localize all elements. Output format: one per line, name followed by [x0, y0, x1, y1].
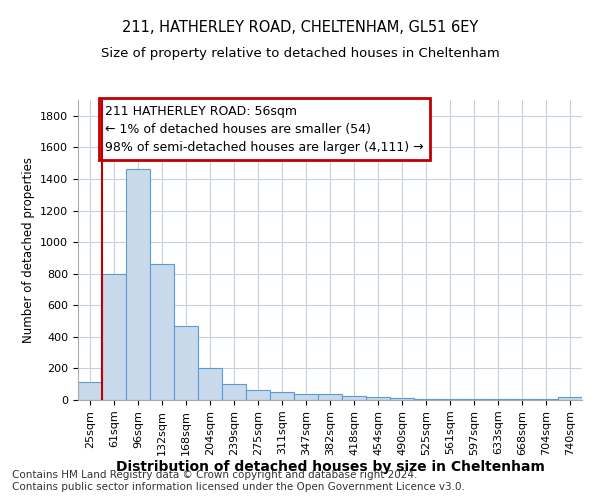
Bar	[294, 394, 318, 400]
Bar	[558, 397, 582, 400]
Bar	[414, 399, 438, 400]
Bar	[126, 170, 150, 400]
Text: Contains public sector information licensed under the Open Government Licence v3: Contains public sector information licen…	[12, 482, 465, 492]
Text: 211 HATHERLEY ROAD: 56sqm
← 1% of detached houses are smaller (54)
98% of semi-d: 211 HATHERLEY ROAD: 56sqm ← 1% of detach…	[105, 104, 424, 154]
Bar	[438, 399, 462, 400]
Bar	[270, 392, 294, 400]
Bar	[486, 399, 510, 400]
Bar	[174, 326, 198, 400]
Bar	[102, 274, 126, 400]
Y-axis label: Number of detached properties: Number of detached properties	[22, 157, 35, 343]
Text: Contains HM Land Registry data © Crown copyright and database right 2024.: Contains HM Land Registry data © Crown c…	[12, 470, 418, 480]
Bar	[534, 399, 558, 400]
X-axis label: Distribution of detached houses by size in Cheltenham: Distribution of detached houses by size …	[116, 460, 544, 474]
Text: 211, HATHERLEY ROAD, CHELTENHAM, GL51 6EY: 211, HATHERLEY ROAD, CHELTENHAM, GL51 6E…	[122, 20, 478, 35]
Bar	[222, 384, 246, 400]
Bar	[198, 368, 222, 400]
Bar	[318, 394, 342, 400]
Text: Size of property relative to detached houses in Cheltenham: Size of property relative to detached ho…	[101, 48, 499, 60]
Bar	[246, 390, 270, 400]
Bar	[78, 382, 102, 400]
Bar	[342, 396, 366, 400]
Bar	[366, 397, 390, 400]
Bar	[510, 399, 534, 400]
Bar	[462, 399, 486, 400]
Bar	[150, 264, 174, 400]
Bar	[390, 398, 414, 400]
